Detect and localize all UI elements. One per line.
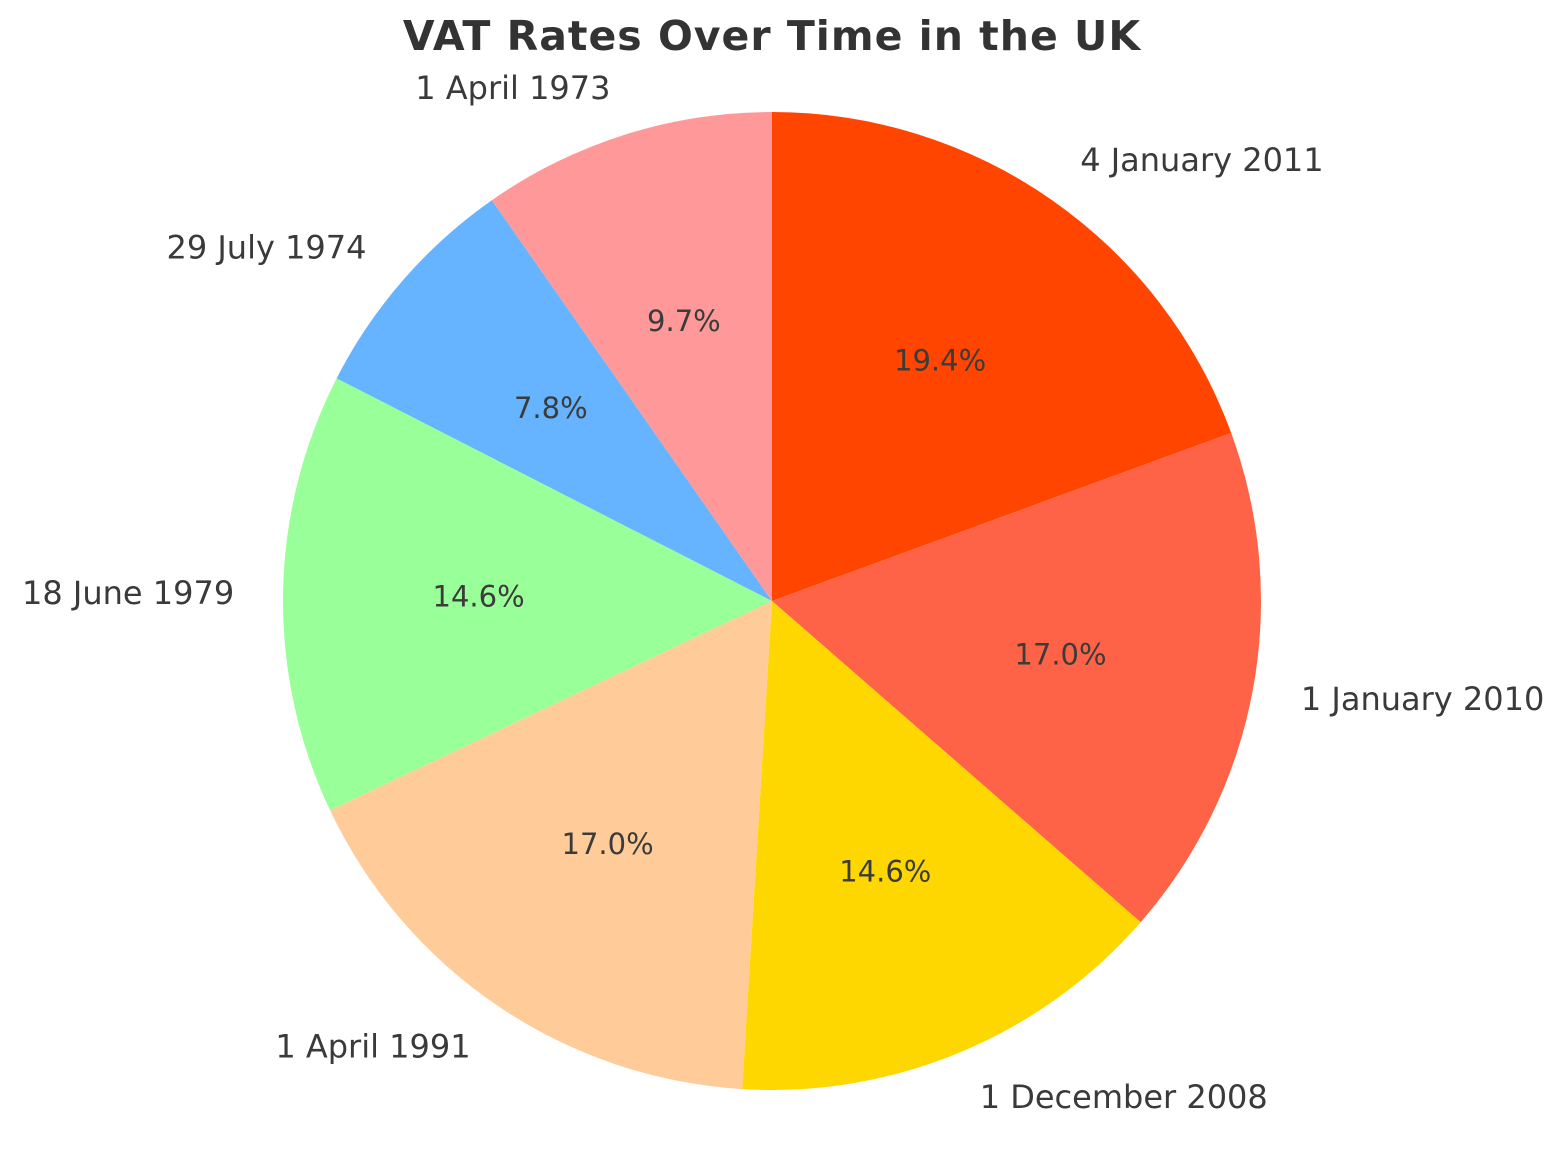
pie-slice-6 — [491, 111, 772, 601]
pie-pct-label-2: 14.6% — [839, 855, 931, 889]
pie-slice-5 — [336, 200, 772, 601]
pie-slice-label-5: 29 July 1974 — [166, 229, 366, 267]
pie-slice-1 — [772, 432, 1262, 923]
chart-title: VAT Rates Over Time in the UK — [402, 12, 1142, 60]
pie-pct-label-1: 17.0% — [1014, 637, 1106, 671]
pie-slice-label-2: 1 December 2008 — [980, 1078, 1268, 1116]
pie-slice-label-1: 1 January 2010 — [1301, 680, 1544, 718]
pie-slice-0 — [772, 111, 1232, 601]
pie-slice-label-6: 1 April 1973 — [415, 69, 610, 107]
pie-pct-label-3: 17.0% — [562, 827, 654, 861]
pie-pct-label-5: 7.8% — [514, 391, 588, 425]
pie-pct-label-6: 9.7% — [647, 304, 721, 338]
pie-slice-label-3: 1 April 1991 — [275, 1028, 470, 1066]
pie-pct-label-0: 19.4% — [894, 344, 986, 378]
pie-slice-4 — [282, 378, 772, 811]
pie-slice-label-4: 18 June 1979 — [22, 574, 234, 612]
pie-pct-label-4: 14.6% — [433, 580, 525, 614]
pie-slice-3 — [330, 601, 772, 1090]
pie-slice-label-0: 4 January 2011 — [1080, 141, 1323, 179]
pie-slice-2 — [742, 601, 1141, 1090]
